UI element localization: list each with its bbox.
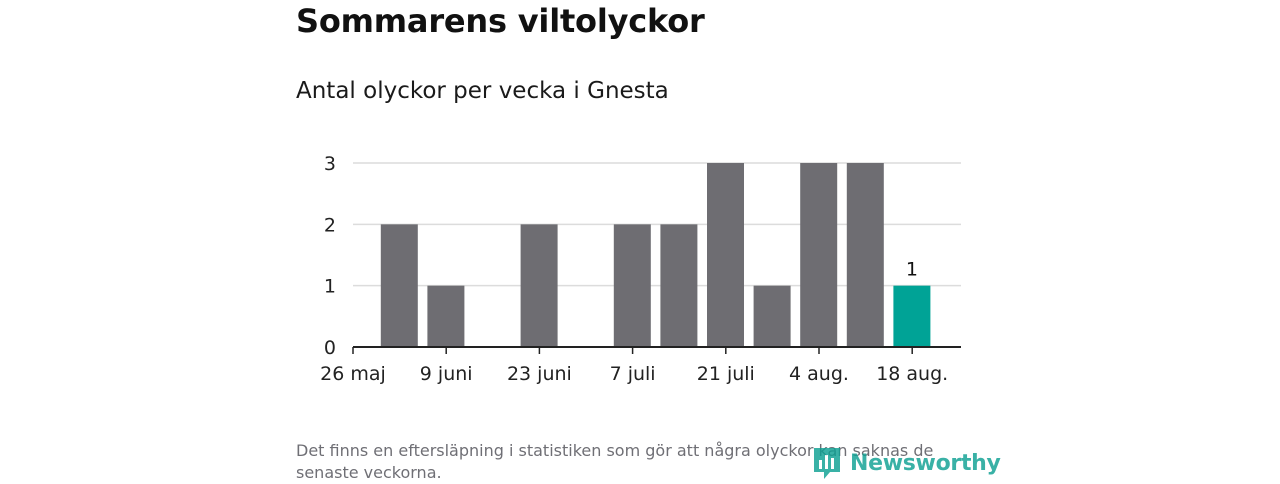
x-tick-label: 21 juli — [697, 363, 755, 385]
bar — [520, 224, 558, 347]
bar — [846, 163, 884, 347]
x-tick-label: 7 juli — [610, 363, 656, 385]
footnote: Det finns en eftersläpning i statistiken… — [296, 441, 934, 482]
newsworthy-logo-icon — [814, 448, 840, 479]
y-tick-label: 0 — [324, 337, 336, 359]
x-tick-label: 18 aug. — [876, 363, 948, 385]
bar-chart: 0 1 2 3 1 26 maj 9 juni 23 juni 7 juli 21 juli 4 a… — [320, 153, 961, 385]
x-tick-label: 26 maj — [320, 363, 386, 385]
bar — [753, 285, 791, 347]
y-tick-label: 2 — [324, 214, 336, 236]
y-tick-label: 1 — [324, 276, 336, 298]
data-label: 1 — [906, 259, 918, 281]
bar — [893, 285, 931, 347]
x-tick-label: 9 juni — [420, 363, 473, 385]
bar — [380, 224, 418, 347]
bar — [800, 163, 838, 347]
chart-subtitle: Antal olyckor per vecka i Gnesta — [296, 78, 669, 104]
bar — [707, 163, 744, 347]
x-tick-label: 23 juni — [507, 363, 572, 385]
y-tick-label: 3 — [324, 153, 336, 175]
x-tick-label: 4 aug. — [789, 363, 849, 385]
bar — [427, 285, 465, 347]
newsworthy-logo-text: Newsworthy — [850, 450, 1001, 476]
chart-title: Sommarens viltolyckor — [296, 2, 705, 40]
bar — [613, 224, 651, 347]
newsworthy-logo: Newsworthy — [812, 446, 1001, 480]
bar — [660, 224, 698, 347]
